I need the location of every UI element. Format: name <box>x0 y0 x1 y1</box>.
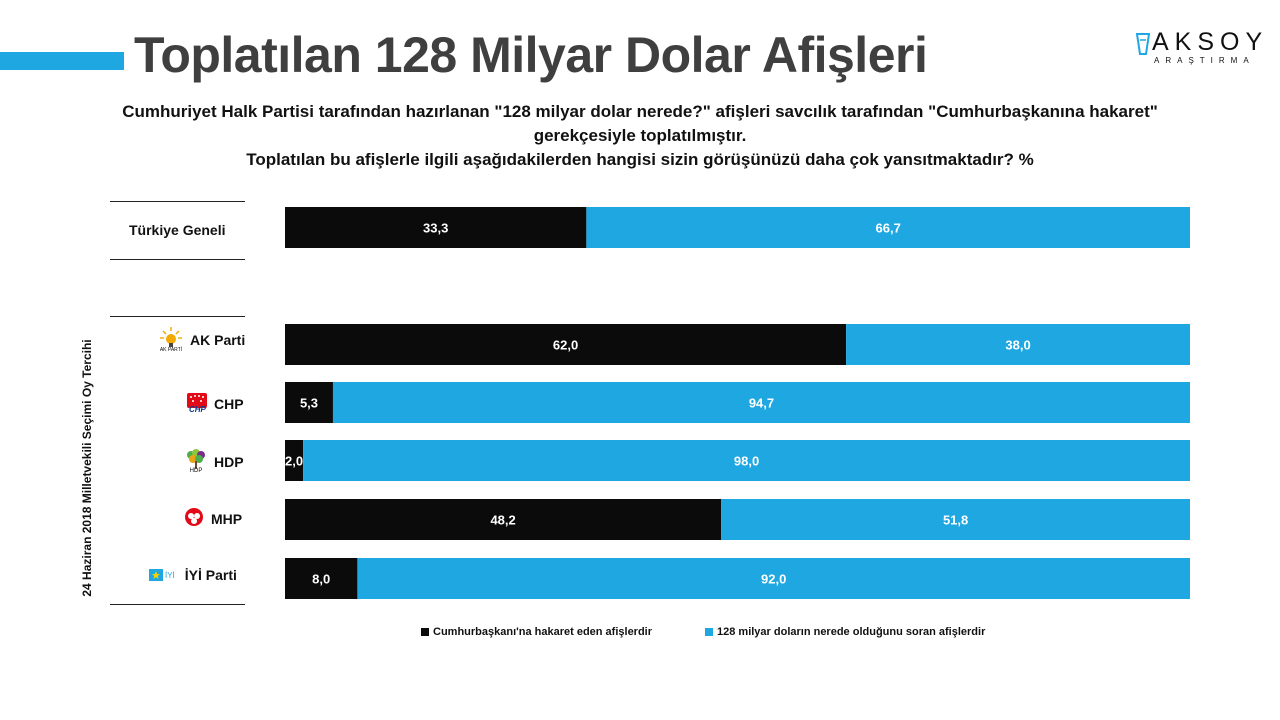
title-accent-bar <box>0 52 124 70</box>
aksoy-logo: AKSOY ARAŞTIRMA <box>1136 28 1262 68</box>
bar-segment-series2 <box>332 382 1191 423</box>
legend-label-series2: 128 milyar doların nerede olduğunu soran… <box>717 626 986 638</box>
divider-top <box>110 201 245 202</box>
category-label-hdp: HDP HDP <box>184 449 244 474</box>
bar-segment-series2 <box>303 440 1191 481</box>
bar-data-label: 66,7 <box>876 221 901 236</box>
category-label-chp: CHP CHP <box>186 392 244 416</box>
category-label-text: HDP <box>214 453 244 470</box>
bar-data-label: 5,3 <box>300 396 318 411</box>
hdp-logo-icon: HDP <box>184 449 208 474</box>
iyi-logo-text: İYİ <box>165 570 175 580</box>
divider-bottom <box>110 604 245 605</box>
category-label-text: CHP <box>214 396 244 412</box>
question-line-1: Cumhuriyet Halk Partisi tarafından hazır… <box>122 102 1158 121</box>
bar-segment-series2 <box>721 499 1190 540</box>
divider-general-bottom <box>110 259 245 260</box>
survey-question: Cumhuriyet Halk Partisi tarafından hazır… <box>60 100 1220 172</box>
category-label-iyi-parti: İYİ İYİ Parti <box>149 567 237 583</box>
bar-segment-series2 <box>357 558 1190 599</box>
bar-segment-series1 <box>285 499 722 540</box>
bar-segment-series1 <box>285 324 847 365</box>
mhp-logo-icon <box>183 507 205 530</box>
logo-text: AKSOY <box>1152 28 1269 56</box>
category-label-text: MHP <box>211 510 243 527</box>
bar-segment-series1 <box>285 382 333 423</box>
page-title: Toplatılan 128 Milyar Dolar Afişleri <box>134 27 928 83</box>
legend-swatch-black <box>421 628 429 636</box>
bar-segment-series1 <box>285 558 358 599</box>
question-line-2: gerekçesiyle toplatılmıştır. <box>533 126 747 145</box>
bar-data-label: 38,0 <box>1005 338 1030 353</box>
ak-parti-logo-icon: AK PARTİ <box>158 327 184 353</box>
category-label-ak-parti: AK PARTİ AK Parti <box>158 327 245 353</box>
category-label-text: İYİ Parti <box>184 567 237 583</box>
category-label-text: AK Parti <box>190 332 246 348</box>
logo-subtext: ARAŞTIRMA <box>1154 56 1255 65</box>
bar-segment-series1 <box>285 440 304 481</box>
legend-label-series1: Cumhurbaşkanı'na hakaret eden afişlerdir <box>433 626 653 638</box>
bar-data-label: 51,8 <box>943 513 968 528</box>
bar-data-label: 2,0 <box>285 454 303 469</box>
bar-data-label: 98,0 <box>734 454 759 469</box>
chp-logo-icon: CHP <box>186 392 208 416</box>
legend-swatch-blue <box>705 628 713 636</box>
category-label-turkiye-geneli: Türkiye Geneli <box>129 222 225 238</box>
chp-logo-text: CHP <box>189 405 206 414</box>
legend-item-series1: Cumhurbaşkanı'na hakaret eden afişlerdir <box>421 626 652 638</box>
bar-data-label: 94,7 <box>749 396 774 411</box>
bar-data-label: 62,0 <box>553 338 578 353</box>
bar-segment-series2 <box>586 207 1190 248</box>
legend-item-series2: 128 milyar doların nerede olduğunu soran… <box>705 626 985 638</box>
iyi-parti-logo-icon: İYİ <box>149 569 175 581</box>
bar-data-label: 48,2 <box>490 513 515 528</box>
bar-data-label: 33,3 <box>423 221 448 236</box>
bar-data-label: 8,0 <box>312 572 330 587</box>
logo-mark-icon <box>1136 33 1150 55</box>
category-label-text: Türkiye Geneli <box>129 222 226 238</box>
question-line-3: Toplatılan bu afişlerle ilgili aşağıdaki… <box>246 150 1034 169</box>
category-label-mhp: MHP <box>183 507 242 530</box>
bar-segment-series2 <box>846 324 1190 365</box>
bar-data-label: 92,0 <box>761 572 786 587</box>
ak-parti-logo-text: AK PARTİ <box>159 347 183 353</box>
bar-segment-series1 <box>285 207 587 248</box>
hdp-logo-text: HDP <box>189 468 203 474</box>
divider-parties-top <box>110 316 245 317</box>
